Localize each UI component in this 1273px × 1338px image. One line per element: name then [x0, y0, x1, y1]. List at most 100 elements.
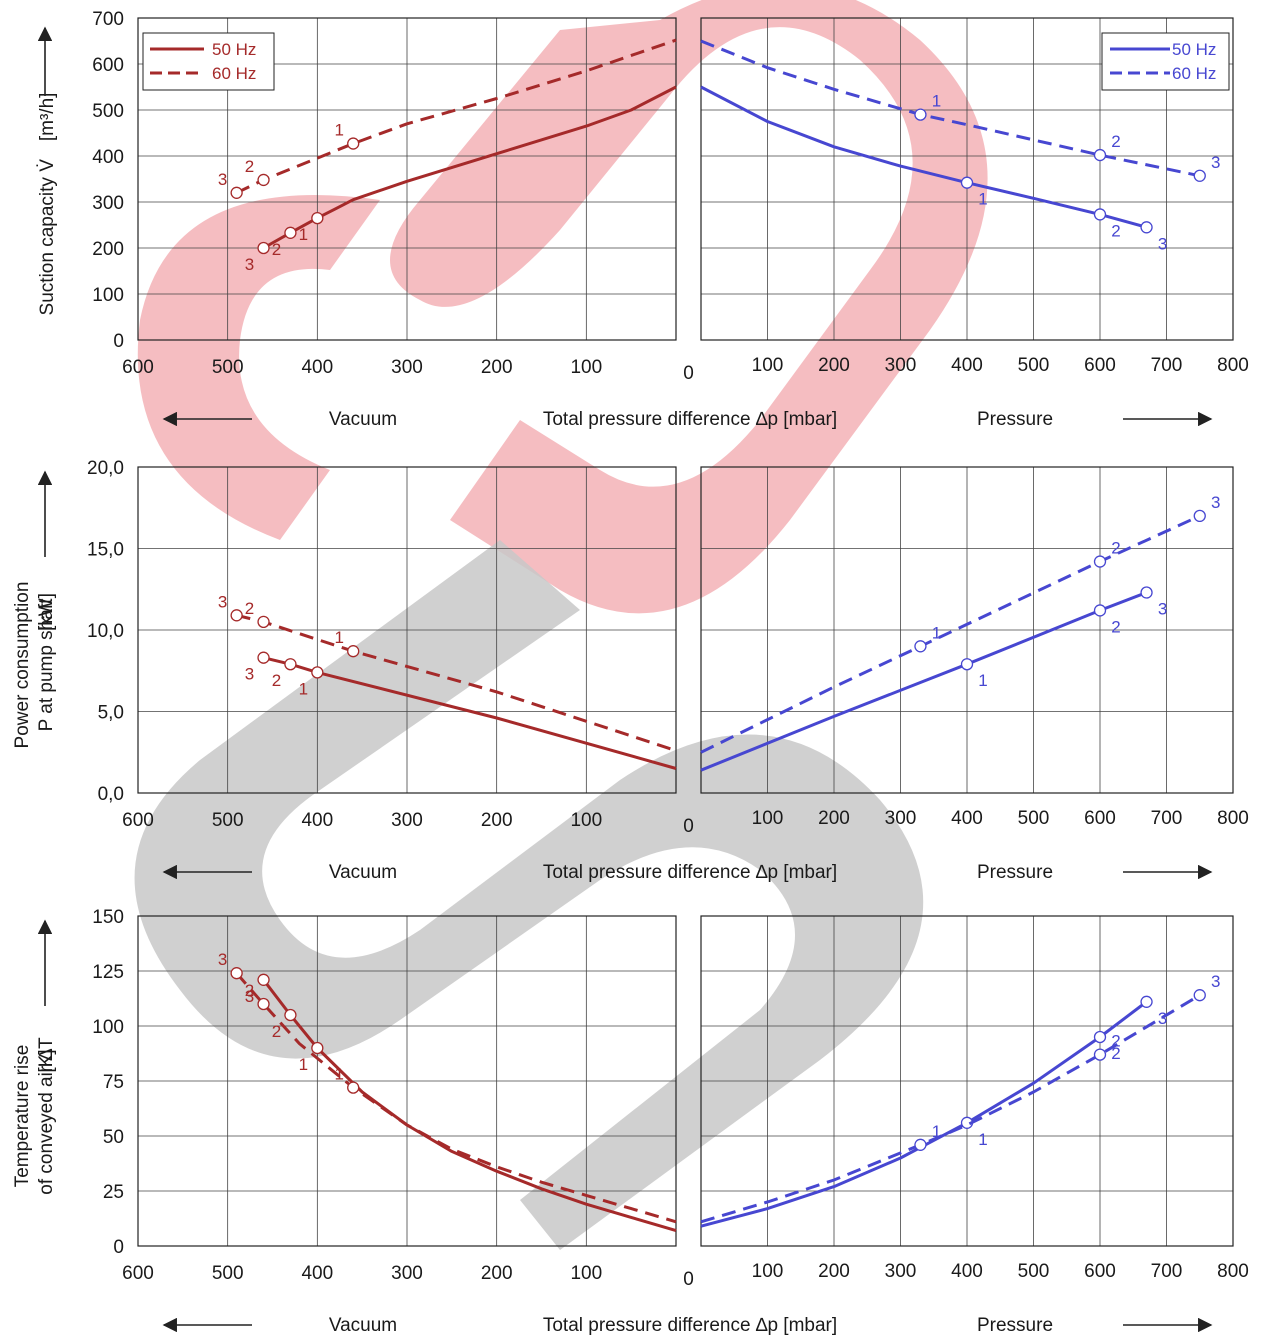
x-axis-label: Total pressure difference ∆p [mbar] [543, 1315, 837, 1336]
x-tick-label-vacuum: 500 [212, 357, 244, 378]
operating-point-label: 2 [1111, 1032, 1120, 1051]
operating-point-marker [257, 173, 270, 187]
pressure-plot-frame [700, 466, 1234, 794]
operating-point-label: 1 [334, 121, 343, 140]
operating-point-marker [960, 176, 974, 189]
x-tick-label-zero: 0 [683, 363, 694, 384]
operating-point-marker [347, 645, 360, 658]
operating-point-marker [257, 241, 270, 255]
legend-pressure-solid-label: 50 Hz [1172, 40, 1216, 59]
series-line-vacuum-dashed [235, 972, 677, 1224]
operating-point-label: 1 [978, 1130, 987, 1149]
series-line-pressure-solid [700, 85, 1147, 229]
y-tick-label: 75 [103, 1072, 124, 1093]
y-tick-label: 100 [92, 1017, 124, 1038]
y-tick-label: 150 [92, 907, 124, 928]
x-tick-label-vacuum: 400 [301, 1263, 333, 1284]
x-tick-label-pressure: 200 [818, 355, 850, 376]
operating-point-marker [311, 211, 324, 225]
operating-point-marker [284, 658, 297, 671]
x-tick-label-pressure: 300 [885, 355, 917, 376]
operating-point-label: 1 [299, 225, 308, 244]
y-tick-label: 100 [92, 285, 124, 306]
y-tick-label: 125 [92, 962, 124, 983]
series-line-pressure-dashed [700, 514, 1201, 754]
x-tick-label-vacuum: 600 [122, 1263, 154, 1284]
x-tick-label-vacuum: 100 [570, 1263, 602, 1284]
operating-point-label: 2 [1111, 132, 1120, 151]
chart-panel-1: 0 100 200 300 400 500 600 700 600 500 400 300 200 100… [37, 9, 1249, 430]
operating-point-marker [347, 1081, 360, 1094]
x-tick-label-zero: 0 [683, 816, 694, 837]
vacuum-plot-frame [137, 17, 677, 341]
operating-point-marker [284, 226, 297, 239]
operating-point-label: 2 [1111, 221, 1120, 240]
operating-point-marker [914, 640, 927, 653]
operating-point-label: 1 [299, 679, 308, 698]
y-tick-label: 50 [103, 1127, 124, 1148]
operating-point-label: 3 [1211, 972, 1220, 991]
x-axis-label: Total pressure difference ∆p [mbar] [543, 409, 837, 430]
operating-point-label: 3 [218, 170, 227, 189]
legend-vacuum-solid-label: 50 Hz [212, 40, 256, 59]
operating-point-marker [311, 1041, 324, 1055]
x-tick-label-pressure: 400 [951, 1261, 983, 1282]
x-tick-label-vacuum: 100 [570, 810, 602, 831]
x-tick-label-pressure: 200 [818, 808, 850, 829]
operating-point-marker [1093, 208, 1107, 221]
pressure-label: Pressure [977, 409, 1053, 430]
vacuum-plot-frame [137, 466, 677, 794]
vacuum-label: Vacuum [329, 409, 397, 430]
y-tick-label: 700 [92, 9, 124, 30]
operating-point-label: 2 [272, 240, 281, 259]
operating-point-label: 2 [272, 671, 281, 690]
operating-point-label: 3 [1211, 153, 1220, 172]
x-tick-label-vacuum: 300 [391, 1263, 423, 1284]
operating-point-label: 1 [932, 92, 941, 111]
vacuum-label: Vacuum [329, 1315, 397, 1336]
y-tick-label: 200 [92, 239, 124, 260]
operating-point-label: 3 [245, 255, 254, 274]
y-tick-label: 20,0 [87, 458, 124, 479]
x-axis-label: Total pressure difference ∆p [mbar] [543, 862, 837, 883]
x-tick-label-pressure: 100 [752, 808, 784, 829]
operating-point-marker [914, 1138, 927, 1151]
series-line-pressure-dashed [700, 39, 1201, 178]
series-line-vacuum-solid [262, 978, 677, 1233]
x-tick-label-pressure: 300 [885, 808, 917, 829]
operating-point-label: 3 [1211, 493, 1220, 512]
operating-point-label: 3 [218, 950, 227, 969]
x-tick-label-vacuum: 500 [212, 1263, 244, 1284]
y-tick-label: 10,0 [87, 621, 124, 642]
operating-point-marker [257, 997, 270, 1011]
operating-point-marker [257, 973, 270, 986]
operating-point-label: 2 [1111, 539, 1120, 558]
legend-vacuum-dashed-label: 60 Hz [212, 64, 256, 83]
x-tick-label-vacuum: 500 [212, 810, 244, 831]
legend-pressure-dashed-label: 60 Hz [1172, 64, 1216, 83]
operating-point-marker [960, 658, 974, 671]
operating-point-label: 1 [932, 1122, 941, 1141]
x-tick-label-pressure: 500 [1018, 355, 1050, 376]
operating-point-label: 3 [1158, 234, 1167, 253]
x-tick-label-pressure: 700 [1151, 808, 1183, 829]
operating-point-label: 1 [978, 190, 987, 209]
operating-point-label: 2 [1111, 617, 1120, 636]
y-tick-label: 5,0 [98, 703, 124, 724]
x-tick-label-vacuum: 200 [481, 357, 513, 378]
x-tick-label-pressure: 600 [1084, 1261, 1116, 1282]
operating-point-marker [1193, 989, 1206, 1002]
watermark-red-shape [137, 0, 988, 614]
y-tick-label: 25 [103, 1182, 124, 1203]
operating-point-marker [230, 186, 243, 199]
operating-point-marker [1093, 604, 1107, 617]
operating-point-label: 2 [1111, 1044, 1120, 1063]
x-tick-label-pressure: 400 [951, 355, 983, 376]
operating-point-label: 2 [245, 157, 254, 176]
operating-point-marker [1140, 221, 1153, 234]
pressure-label: Pressure [977, 1315, 1053, 1336]
y-axis-label-line1: Power consumption [12, 582, 33, 749]
operating-point-marker [1193, 509, 1206, 523]
operating-point-label: 2 [245, 599, 254, 618]
x-tick-label-vacuum: 400 [301, 357, 333, 378]
